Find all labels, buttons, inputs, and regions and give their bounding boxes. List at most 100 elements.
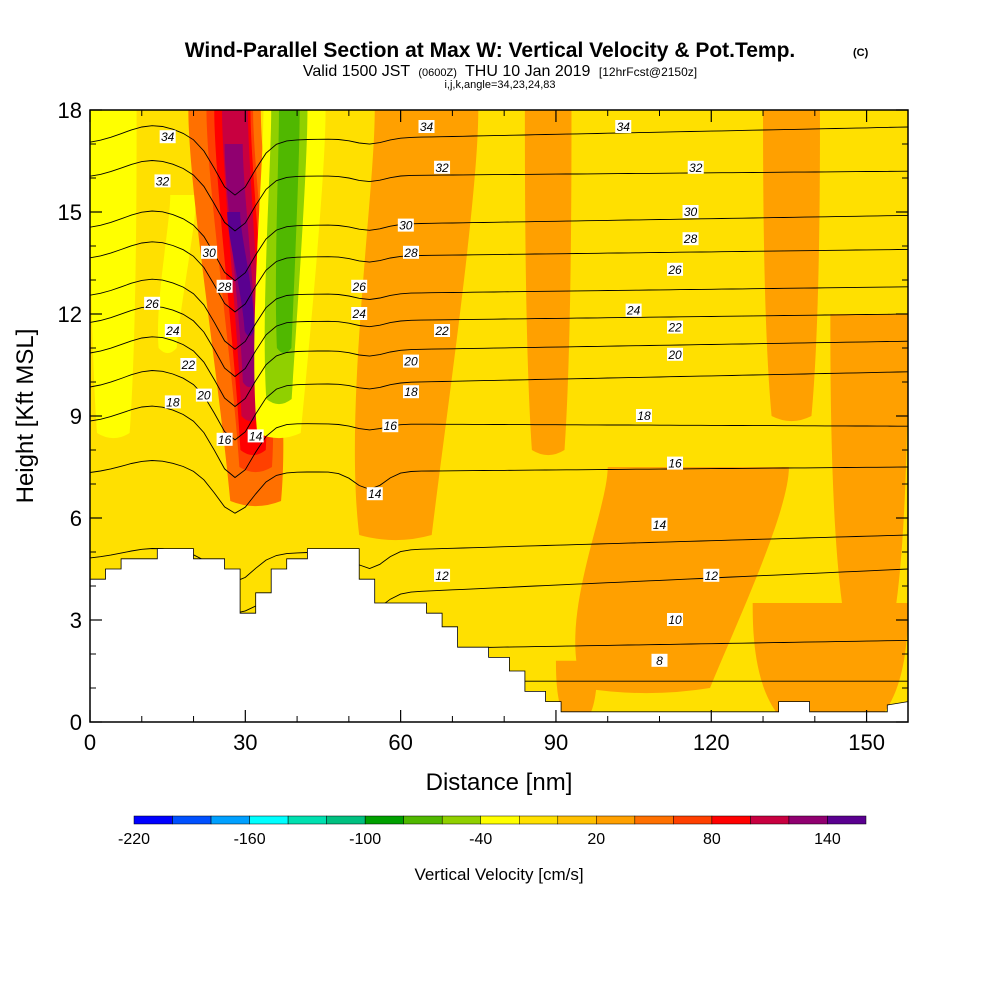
svg-text:22: 22 bbox=[667, 321, 682, 335]
contour-label-7: 20 bbox=[195, 388, 212, 403]
svg-text:24: 24 bbox=[626, 304, 641, 318]
svg-text:30: 30 bbox=[399, 219, 413, 233]
svg-text:34: 34 bbox=[420, 120, 434, 134]
svg-text:28: 28 bbox=[683, 232, 698, 246]
theta-isoline-28 bbox=[90, 241, 908, 313]
colorbar-tick-label: -100 bbox=[349, 831, 381, 848]
y-tick-label: 0 bbox=[70, 710, 82, 735]
colorbar-tick-label: 80 bbox=[703, 831, 721, 848]
contour-label-13: 30 bbox=[397, 218, 414, 233]
colorbar-swatch bbox=[364, 815, 404, 825]
svg-text:20: 20 bbox=[196, 389, 211, 403]
x-tick-label: 0 bbox=[84, 730, 96, 755]
svg-text:16: 16 bbox=[218, 433, 232, 447]
contour-label-21: 14 bbox=[366, 487, 383, 501]
y-tick-label: 9 bbox=[70, 404, 82, 429]
svg-text:28: 28 bbox=[403, 246, 418, 260]
w-region-8 bbox=[227, 212, 254, 337]
w-region-14 bbox=[575, 467, 789, 694]
colorbar-swatch bbox=[596, 815, 636, 825]
colorbar: -220 -160 -100 -40 20 80 140 bbox=[118, 815, 867, 848]
theta-isoline-16 bbox=[90, 460, 908, 514]
theta-contours bbox=[90, 125, 908, 700]
colorbar-tick-label: -40 bbox=[469, 831, 492, 848]
svg-text:20: 20 bbox=[667, 348, 682, 362]
y-axis-label: Height [Kft MSL] bbox=[12, 329, 39, 504]
colorbar-tick-label: -220 bbox=[118, 831, 150, 848]
subtitle-grid: i,j,k,angle=34,23,24,83 bbox=[444, 79, 555, 91]
svg-text:22: 22 bbox=[181, 358, 196, 372]
contour-label-33: 14 bbox=[651, 517, 668, 532]
w-region-18 bbox=[555, 660, 598, 717]
contour-label-31: 18 bbox=[635, 409, 652, 423]
w-region-15 bbox=[752, 603, 908, 717]
terrain-layer bbox=[90, 548, 908, 722]
contour-label-1: 32 bbox=[154, 174, 171, 188]
contour-label-14: 28 bbox=[402, 246, 419, 260]
svg-text:22: 22 bbox=[434, 324, 449, 338]
x-tick-label: 30 bbox=[233, 730, 257, 755]
contour-label-25: 30 bbox=[682, 205, 699, 219]
contour-label-34: 12 bbox=[703, 568, 720, 583]
svg-text:14: 14 bbox=[653, 518, 667, 532]
x-tick-label: 120 bbox=[693, 730, 730, 755]
contour-label-30: 20 bbox=[667, 347, 684, 362]
chart-title: Wind-Parallel Section at Max W: Vertical… bbox=[185, 39, 796, 62]
svg-text:14: 14 bbox=[249, 429, 263, 443]
contour-label-15: 26 bbox=[351, 279, 368, 294]
colorbar-swatch bbox=[788, 815, 828, 825]
svg-text:14: 14 bbox=[368, 487, 382, 501]
svg-text:18: 18 bbox=[637, 409, 651, 423]
contour-label-20: 16 bbox=[382, 419, 399, 433]
colorbar-swatch bbox=[634, 815, 674, 825]
contour-label-6: 22 bbox=[180, 358, 197, 372]
w-region-1 bbox=[90, 110, 137, 439]
subtitle-date: THU 10 Jan 2019 bbox=[465, 63, 591, 80]
contour-label-16: 24 bbox=[351, 307, 368, 321]
svg-text:16: 16 bbox=[668, 457, 682, 471]
contour-label-17: 22 bbox=[434, 324, 451, 338]
subtitle-forecast: [12hrFcst@2150z] bbox=[599, 65, 697, 79]
svg-text:30: 30 bbox=[684, 205, 698, 219]
svg-text:18: 18 bbox=[166, 395, 180, 409]
colorbar-swatch bbox=[711, 815, 751, 825]
svg-text:16: 16 bbox=[384, 419, 398, 433]
theta-isoline-22 bbox=[90, 336, 908, 408]
y-tick-label: 18 bbox=[58, 98, 82, 123]
theta-isoline-30 bbox=[90, 210, 908, 282]
theta-isoline-26 bbox=[90, 278, 908, 350]
colorbar-swatch bbox=[519, 815, 559, 825]
svg-text:18: 18 bbox=[404, 385, 418, 399]
contour-label-2: 30 bbox=[201, 246, 218, 260]
colorbar-tick-label: 140 bbox=[814, 831, 841, 848]
svg-text:20: 20 bbox=[403, 355, 418, 369]
contour-label-3: 28 bbox=[216, 279, 233, 294]
colorbar-swatch bbox=[403, 815, 443, 825]
colorbar-swatch bbox=[133, 815, 173, 825]
svg-text:26: 26 bbox=[144, 297, 159, 311]
colorbar-swatch bbox=[557, 815, 597, 825]
w-region-2 bbox=[157, 195, 197, 354]
svg-text:26: 26 bbox=[352, 280, 367, 294]
axes: 0 30 60 90 120 150 0 3 6 9 12 15 18 bbox=[58, 98, 908, 755]
chart-subtitle: Valid 1500 JST (0600Z) THU 10 Jan 2019 [… bbox=[303, 63, 697, 80]
svg-text:12: 12 bbox=[705, 569, 719, 583]
w-region-11 bbox=[275, 110, 300, 354]
x-axis-label: Distance [nm] bbox=[426, 769, 573, 796]
svg-text:30: 30 bbox=[202, 246, 216, 260]
contour-label-22: 12 bbox=[434, 568, 451, 583]
svg-text:34: 34 bbox=[617, 120, 631, 134]
contour-label-9: 16 bbox=[216, 432, 233, 447]
svg-text:34: 34 bbox=[161, 130, 175, 144]
svg-text:8: 8 bbox=[656, 654, 663, 668]
contour-label-18: 20 bbox=[402, 354, 419, 369]
contour-label-5: 24 bbox=[164, 324, 181, 338]
theta-isoline-18 bbox=[90, 405, 908, 479]
x-tick-label: 90 bbox=[544, 730, 568, 755]
contour-label-28: 24 bbox=[625, 303, 642, 318]
colorbar-swatch bbox=[827, 815, 867, 825]
w-region-12 bbox=[354, 110, 479, 541]
w-region-17 bbox=[830, 314, 908, 609]
x-tick-label: 60 bbox=[388, 730, 412, 755]
